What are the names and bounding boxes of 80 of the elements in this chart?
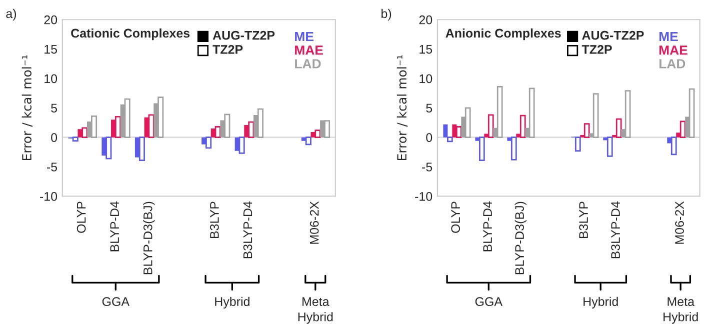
- bar: [496, 86, 503, 138]
- text: Anionic Complexes: [446, 28, 561, 40]
- y-tick-label: 0: [51, 133, 58, 142]
- x-tick-label: B3LYP: [210, 202, 219, 238]
- bar: [224, 114, 230, 138]
- bar: [106, 136, 112, 160]
- y-tick-label: 5: [426, 104, 432, 113]
- x-tick-label: BLYP-D3(BJ): [514, 202, 526, 274]
- bar: [257, 108, 264, 138]
- text: Meta Hybrid: [664, 297, 698, 324]
- y-tick-label: 15: [44, 44, 58, 54]
- text: ME: [295, 32, 314, 42]
- x-tick-label: OLYP: [451, 202, 460, 233]
- y-axis-title: Error / kcal mol⁻¹: [396, 55, 408, 160]
- bar: [90, 115, 98, 138]
- bar: [238, 136, 245, 154]
- x-tick-label: BLYP-D3(BJ): [143, 202, 155, 274]
- y-tick-label: -10: [40, 192, 58, 201]
- bar: [324, 120, 330, 138]
- bar: [574, 136, 581, 152]
- bar: [616, 118, 622, 138]
- bar: [464, 107, 471, 138]
- annotation: TZ2P: [582, 45, 612, 54]
- text: GGA: [475, 297, 503, 306]
- x-tick-label: BLYP-D4: [483, 201, 492, 252]
- text: LAD: [295, 59, 321, 68]
- y-tick-label: 5: [51, 104, 58, 113]
- text: Hybrid: [584, 296, 618, 309]
- text: Hybrid: [215, 296, 250, 309]
- x-tick-label: M06-2X: [310, 201, 319, 244]
- bar: [114, 116, 122, 138]
- y-axis-title: Error / kcal mol⁻¹: [22, 55, 32, 160]
- bar: [584, 123, 590, 138]
- y-tick-label: 20: [44, 15, 58, 24]
- text: ME: [659, 32, 678, 42]
- bar: [592, 93, 599, 138]
- text: Cationic Complexes: [71, 28, 190, 40]
- text: a): [6, 8, 16, 21]
- bar: [528, 88, 535, 138]
- bar: [510, 136, 517, 160]
- bar: [248, 121, 254, 138]
- annotation: TZ2P: [212, 45, 243, 54]
- bar: [206, 136, 212, 149]
- y-tick-label: -5: [46, 162, 58, 172]
- x-tick-label: BLYP-D4: [110, 201, 119, 252]
- bar: [138, 136, 145, 161]
- y-tick-label: 0: [426, 133, 432, 142]
- x-tick-label: B3LYP-D4: [611, 201, 620, 258]
- x-tick-label: OLYP: [76, 202, 86, 233]
- bar: [520, 114, 526, 138]
- text: MAE: [295, 46, 323, 55]
- y-tick-label: 10: [420, 74, 432, 84]
- y-tick-label: -10: [415, 192, 432, 201]
- y-tick-label: 10: [44, 74, 58, 84]
- bar: [488, 114, 494, 138]
- bar: [82, 127, 88, 138]
- x-tick-label: B3LYP: [579, 202, 588, 238]
- bar: [305, 136, 312, 146]
- bar: [314, 130, 321, 138]
- text: Meta Hybrid: [298, 297, 333, 324]
- y-tick-label: 20: [419, 15, 432, 24]
- text: MAE: [659, 46, 688, 55]
- annotation: AUG-TZ2P: [582, 30, 644, 40]
- y-tick-label: -5: [422, 162, 432, 172]
- annotation: AUG-TZ2P: [212, 30, 275, 40]
- bar: [72, 136, 78, 142]
- bar: [124, 98, 130, 138]
- bar: [478, 136, 485, 161]
- text: b): [382, 8, 392, 21]
- bar: [624, 90, 631, 138]
- bar: [670, 136, 677, 156]
- x-tick-label: M06-2X: [675, 201, 684, 244]
- y-tick-label: 15: [420, 44, 432, 54]
- bar: [606, 136, 613, 157]
- bar: [148, 114, 154, 138]
- bar: [158, 96, 164, 138]
- text: GGA: [102, 297, 130, 306]
- bar: [688, 88, 695, 138]
- text: LAD: [659, 59, 686, 68]
- x-tick-label: B3LYP-D4: [243, 201, 252, 258]
